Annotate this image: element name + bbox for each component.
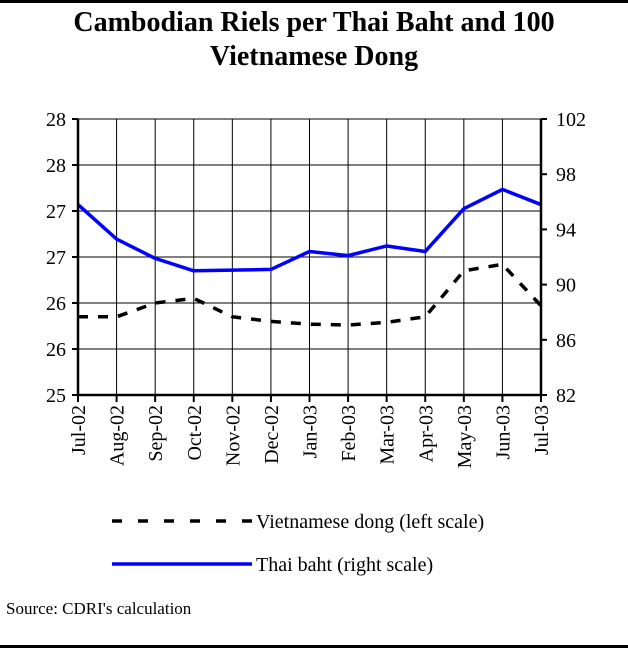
right-tick-label: 98 [556, 164, 576, 186]
series-layer [76, 187, 543, 327]
x-tick-label: Mar-03 [377, 405, 399, 465]
x-tick-label: Jan-03 [300, 405, 322, 458]
axes: 25 26 26 27 27 28 28 82 86 90 94 98 102 Jul-02 Aug-02 S… [46, 109, 586, 468]
x-tick-label: Apr-03 [415, 405, 437, 462]
chart-title-line-1: Cambodian Riels per Thai Baht and 100 [73, 7, 555, 38]
right-tick-label: 82 [556, 385, 576, 407]
x-tick-label: Jun-03 [492, 405, 514, 459]
x-tick-label: Nov-02 [222, 405, 244, 466]
x-tick-label: Jul-03 [531, 405, 553, 455]
x-tick-label: Sep-02 [145, 405, 167, 462]
left-tick-label: 25 [46, 385, 66, 407]
chart-title: Cambodian Riels per Thai Baht and 100 Vi… [0, 6, 628, 74]
top-rule [0, 0, 628, 3]
source-note: Source: CDRI's calculation [6, 599, 192, 618]
right-tick-label: 90 [556, 275, 576, 297]
x-tick-label: May-03 [454, 405, 476, 468]
right-tick-label: 86 [556, 330, 576, 352]
left-tick-label: 27 [46, 247, 66, 269]
chart-title-line-2: Vietnamese Dong [209, 41, 419, 72]
x-tick-label: Feb-03 [338, 405, 360, 462]
grid-lines [77, 118, 542, 396]
right-tick-label: 102 [556, 109, 586, 131]
x-tick-label: Aug-02 [107, 405, 129, 466]
thai-baht-line [76, 187, 542, 273]
x-tick-label: Dec-02 [261, 405, 283, 464]
legend-label: Thai baht (right scale) [256, 554, 433, 576]
left-tick-label: 26 [46, 293, 66, 315]
x-tick-label: Oct-02 [184, 405, 206, 461]
bottom-rule [0, 645, 628, 648]
legend-label: Vietnamese dong (left scale) [256, 511, 484, 533]
left-tick-label: 27 [46, 201, 66, 223]
line-chart: 25 26 26 27 27 28 28 82 86 90 94 98 102 Jul-02 Aug-02 S… [46, 109, 586, 576]
x-tick-label: Jul-02 [68, 405, 90, 455]
left-tick-label: 26 [46, 339, 66, 361]
left-tick-label: 28 [46, 109, 66, 131]
legend: Vietnamese dong (left scale) Thai baht (r… [112, 511, 484, 576]
left-tick-label: 28 [46, 155, 66, 177]
right-tick-label: 94 [556, 219, 576, 241]
